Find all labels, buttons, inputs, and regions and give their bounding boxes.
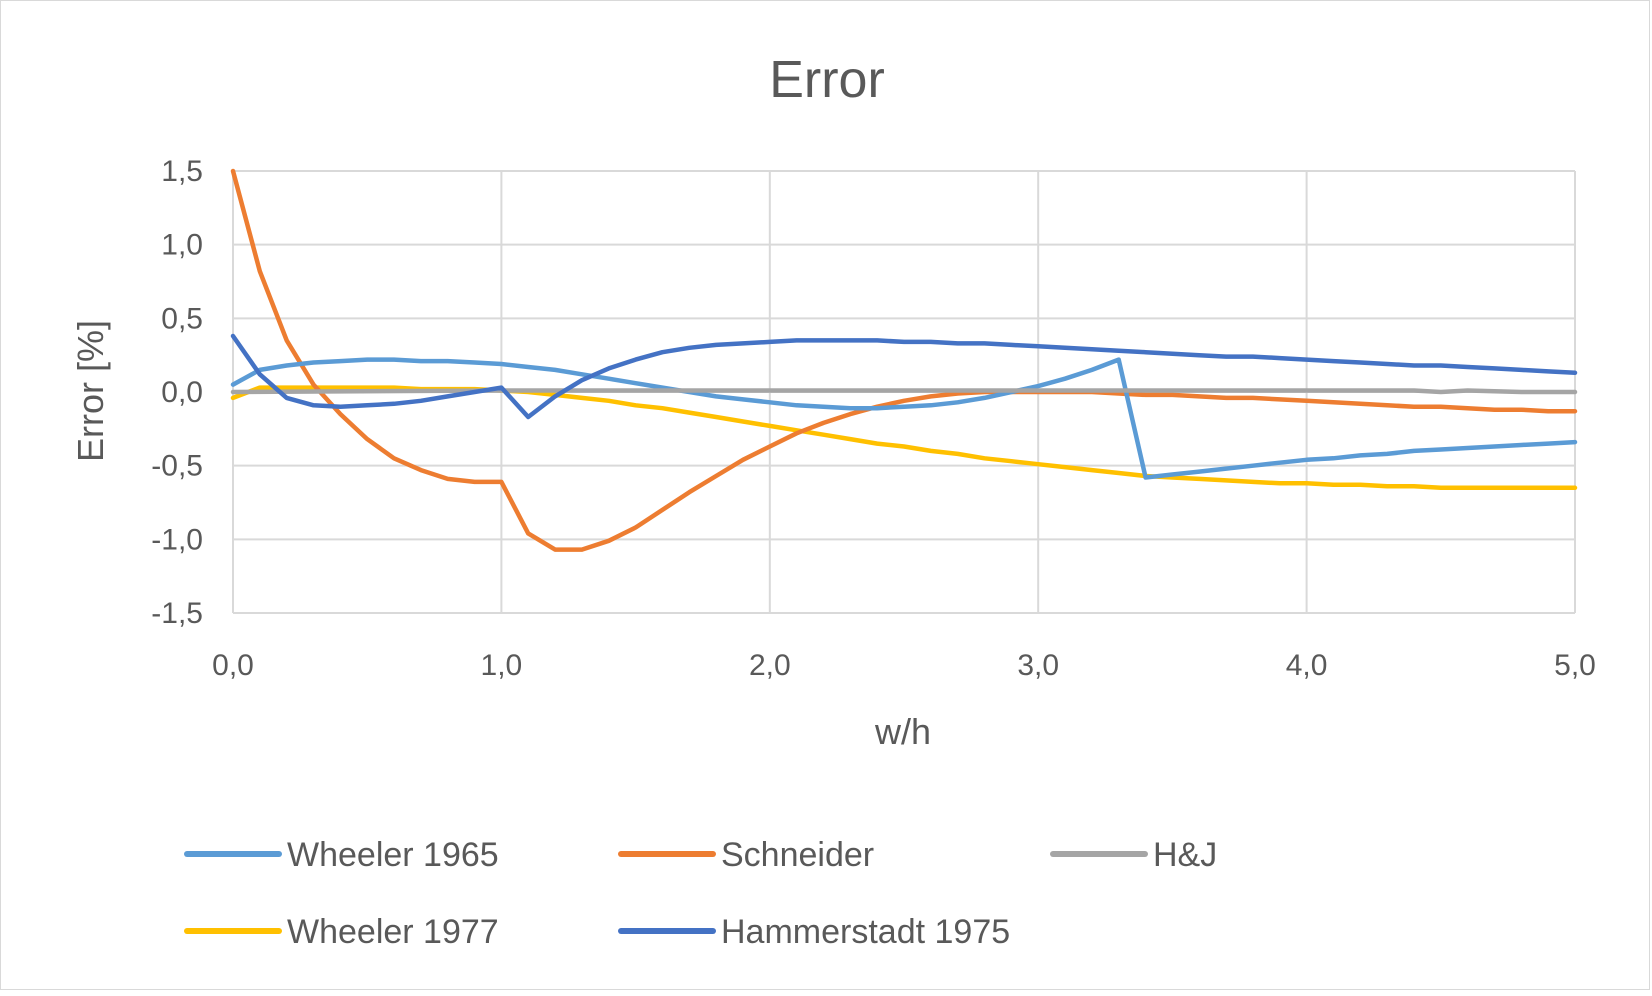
legend-item-hammerstadt-1975: Hammerstadt 1975 [618, 913, 1010, 951]
legend-item-wheeler-1965: Wheeler 1965 [184, 836, 499, 874]
x-axis-title: w/h [874, 711, 931, 752]
series-line-hammerstadt-1975 [230, 333, 1578, 420]
x-tick-label: 3,0 [1017, 649, 1059, 682]
legend-item-schneider: Schneider [618, 836, 874, 874]
legend-item-h-j: H&J [1050, 836, 1217, 874]
series-line-h-j [230, 388, 1578, 395]
legend-label: Schneider [721, 836, 874, 874]
chart-title: Error [769, 51, 885, 109]
y-tick-label: -0,5 [151, 450, 203, 483]
y-tick-label: 0,0 [161, 376, 203, 409]
legend-label: Wheeler 1965 [287, 836, 499, 874]
y-tick-label: 0,5 [161, 302, 203, 335]
legend-label: Hammerstadt 1975 [721, 913, 1010, 951]
legend-label: Wheeler 1977 [287, 913, 499, 951]
y-tick-label: 1,0 [161, 229, 203, 262]
x-tick-label: 4,0 [1286, 649, 1328, 682]
x-tick-label: 5,0 [1554, 649, 1596, 682]
y-tick-label: -1,5 [151, 597, 203, 630]
legend-label: H&J [1153, 836, 1217, 874]
y-axis-title: Error [%] [70, 320, 111, 462]
x-tick-label: 0,0 [212, 649, 254, 682]
legend: Wheeler 1965 Schneider H&J Wheeler 1977 Hamm… [184, 836, 1217, 951]
legend-item-wheeler-1977: Wheeler 1977 [184, 913, 499, 951]
x-tick-label: 1,0 [481, 649, 523, 682]
series-lines [230, 168, 1578, 552]
y-tick-label: 1,5 [161, 155, 203, 188]
series-line-schneider [230, 168, 1578, 552]
x-axis-tick-labels: 0,0 1,0 2,0 3,0 4,0 5,0 [212, 649, 1596, 682]
y-axis-tick-labels: 1,5 1,0 0,5 0,0 -0,5 -1,0 -1,5 [151, 155, 203, 630]
x-tick-label: 2,0 [749, 649, 791, 682]
series-line-wheeler-1965 [230, 357, 1578, 480]
y-tick-label: -1,0 [151, 523, 203, 556]
